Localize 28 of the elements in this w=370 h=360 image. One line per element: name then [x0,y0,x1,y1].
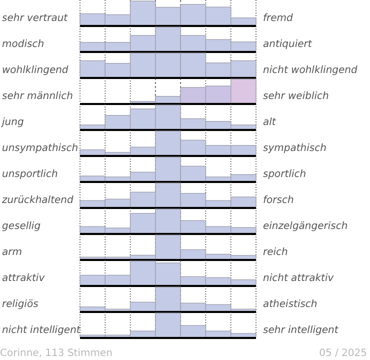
y-axis-title: wohlklingend [2,65,69,76]
y2-axis-title: reich [263,247,288,258]
y-axis-title: religiös [2,299,38,310]
y2-axis-title: sympathisch [263,143,326,154]
y-axis-title: modisch [2,39,44,50]
y-axis-title: nicht intelligent [2,325,82,336]
y2-axis-title: antiquiert [263,39,313,50]
y2-axis-title: nicht wohlklingend [263,65,358,76]
y2-axis-title: forsch [263,195,294,206]
y2-axis-title: sehr intelligent [263,325,340,336]
y2-axis-title: alt [263,117,277,128]
y2-axis-title: sehr weiblich [263,91,329,102]
y-axis-title: zurückhaltend [1,195,74,206]
y2-axis-title: sportlich [263,169,306,180]
text: Corinne, 113 Stimmen [0,348,112,359]
text: 05 / 2025 [319,348,367,359]
y-axis-title: unsportlich [2,169,58,180]
y2-axis-title: fremd [263,13,294,24]
y-axis-title: unsympathisch [2,143,78,154]
y-axis-title: jung [0,117,24,128]
y-axis-title: arm [2,247,22,258]
y-axis-title: attraktiv [2,273,46,284]
y-axis-title: sehr vertraut [2,13,69,24]
y-axis-title: gesellig [2,221,41,232]
y2-axis-title: nicht attraktiv [263,273,335,284]
y2-axis-title: atheistisch [263,299,318,310]
y-axis-title: sehr männlich [2,91,73,102]
y2-axis-title: einzelgängerisch [263,221,348,232]
